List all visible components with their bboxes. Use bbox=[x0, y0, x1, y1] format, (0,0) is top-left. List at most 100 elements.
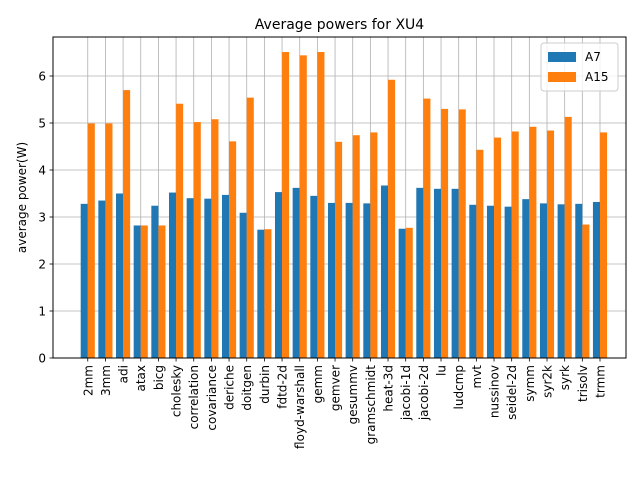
bar-a7-ludcmp bbox=[451, 188, 459, 358]
bar-a7-2mm bbox=[80, 203, 88, 358]
legend-swatch-a15 bbox=[548, 72, 576, 82]
x-tick-label: durbin bbox=[258, 365, 272, 404]
y-tick-label: 0 bbox=[38, 352, 46, 366]
x-tick-label: covariance bbox=[205, 365, 219, 431]
y-axis-label: average power(W) bbox=[15, 142, 29, 253]
bar-a7-gramschmidt bbox=[363, 203, 371, 358]
x-tick-label: deriche bbox=[223, 365, 237, 410]
bar-a15-gemver bbox=[335, 141, 343, 358]
x-tick-label: seidel-2d bbox=[505, 365, 519, 420]
bar-a15-trmm bbox=[600, 132, 608, 358]
bar-a7-correlation bbox=[186, 198, 194, 358]
bar-a7-deriche bbox=[221, 194, 230, 358]
bar-a15-trisolv bbox=[582, 224, 590, 358]
x-tick-label: correlation bbox=[187, 365, 201, 429]
y-tick-label: 1 bbox=[38, 305, 46, 319]
x-tick-label: adi bbox=[117, 365, 131, 383]
x-tick-label: symm bbox=[523, 365, 537, 402]
bar-layer bbox=[80, 52, 608, 359]
bar-a15-lu bbox=[441, 108, 449, 358]
x-tick-label: trmm bbox=[594, 365, 608, 398]
x-tick-label: cholesky bbox=[170, 365, 184, 417]
x-tick-label: doitgen bbox=[240, 365, 254, 411]
x-tick-label: floyd-warshall bbox=[293, 365, 307, 449]
x-tick-label: syr2k bbox=[541, 365, 555, 398]
x-tick-label: jacobi-1d bbox=[399, 365, 413, 421]
bar-a7-syr2k bbox=[539, 203, 548, 358]
legend-label-a15: A15 bbox=[585, 70, 608, 84]
bar-a15-2mm bbox=[87, 123, 95, 359]
bar-a15-nussinov bbox=[494, 137, 502, 358]
bar-a7-symm bbox=[522, 199, 530, 358]
bar-a7-syrk bbox=[557, 204, 565, 358]
bar-a15-jacobi-1d bbox=[405, 227, 413, 358]
legend-swatch-a7 bbox=[548, 52, 576, 62]
bar-a7-jacobi-1d bbox=[398, 228, 406, 358]
bar-a15-covariance bbox=[211, 119, 219, 358]
bar-a15-atax bbox=[140, 225, 148, 358]
x-tick-label: fdtd-2d bbox=[276, 365, 290, 409]
bar-a7-nussinov bbox=[486, 205, 495, 358]
bar-a15-3mm bbox=[105, 123, 113, 359]
bar-a15-adi bbox=[123, 90, 131, 359]
bar-a15-jacobi-2d bbox=[423, 98, 431, 358]
bar-a7-gesummv bbox=[345, 202, 353, 358]
bar-a7-jacobi-2d bbox=[416, 187, 424, 358]
bar-a15-syr2k bbox=[547, 130, 555, 358]
x-tick-label: mvt bbox=[470, 365, 484, 389]
bar-a7-trmm bbox=[592, 201, 600, 358]
y-tick-label: 5 bbox=[38, 117, 46, 131]
bar-a15-gesummv bbox=[352, 135, 360, 358]
x-tick-label: 3mm bbox=[99, 365, 113, 396]
bar-a15-heat-3d bbox=[388, 79, 396, 358]
x-tick-label: heat-3d bbox=[382, 365, 396, 412]
tick-layer: 0 1 2 3 4 5 6 2mm 3mm adi atax bicg cholesky correlat… bbox=[38, 70, 607, 449]
bar-a15-gramschmidt bbox=[370, 132, 378, 358]
legend: A7 A15 bbox=[540, 42, 619, 92]
y-tick-label: 6 bbox=[38, 70, 46, 84]
bar-a7-adi bbox=[116, 193, 124, 358]
bar-a15-ludcmp bbox=[458, 109, 466, 358]
bar-a7-bicg bbox=[151, 205, 159, 358]
bar-a7-gemver bbox=[327, 202, 336, 358]
bar-a15-doitgen bbox=[246, 97, 254, 358]
bar-a7-floyd-warshall bbox=[292, 187, 300, 358]
bar-a7-trisolv bbox=[575, 203, 583, 358]
bar-a7-seidel-2d bbox=[504, 206, 512, 358]
bar-a7-cholesky bbox=[169, 192, 177, 358]
x-tick-label: gesummv bbox=[346, 365, 360, 424]
x-tick-label: 2mm bbox=[81, 365, 95, 396]
bar-a7-heat-3d bbox=[380, 185, 389, 358]
x-tick-label: gramschmidt bbox=[364, 365, 378, 445]
bar-a15-seidel-2d bbox=[511, 131, 519, 358]
bar-a7-covariance bbox=[204, 198, 212, 358]
bar-a15-fdtd-2d bbox=[282, 52, 290, 359]
bar-a15-gemm bbox=[317, 52, 325, 359]
y-tick-label: 4 bbox=[38, 164, 46, 178]
x-tick-label: ludcmp bbox=[452, 365, 466, 409]
x-tick-label: gemm bbox=[311, 365, 325, 403]
y-tick-label: 3 bbox=[38, 211, 46, 225]
x-tick-label: syrk bbox=[558, 365, 572, 390]
legend-label-a7: A7 bbox=[585, 50, 601, 64]
bar-a7-doitgen bbox=[239, 212, 247, 358]
bar-a15-deriche bbox=[229, 141, 237, 358]
bar-a7-durbin bbox=[257, 229, 265, 358]
x-tick-label: jacobi-2d bbox=[417, 365, 431, 421]
bar-a15-durbin bbox=[264, 229, 272, 358]
x-tick-label: trisolv bbox=[576, 365, 590, 402]
bar-a15-mvt bbox=[476, 149, 484, 358]
x-tick-label: nussinov bbox=[488, 365, 502, 418]
chart-title: Average powers for XU4 bbox=[255, 17, 424, 33]
bar-a7-3mm bbox=[98, 200, 106, 358]
bar-a7-lu bbox=[433, 188, 442, 358]
x-tick-label: atax bbox=[134, 365, 148, 392]
bar-a7-gemm bbox=[310, 195, 318, 358]
bar-a7-atax bbox=[133, 225, 141, 358]
x-tick-label: bicg bbox=[152, 365, 166, 390]
bar-a15-bicg bbox=[158, 225, 166, 358]
bar-a7-fdtd-2d bbox=[274, 192, 283, 358]
bar-a15-symm bbox=[529, 126, 537, 358]
